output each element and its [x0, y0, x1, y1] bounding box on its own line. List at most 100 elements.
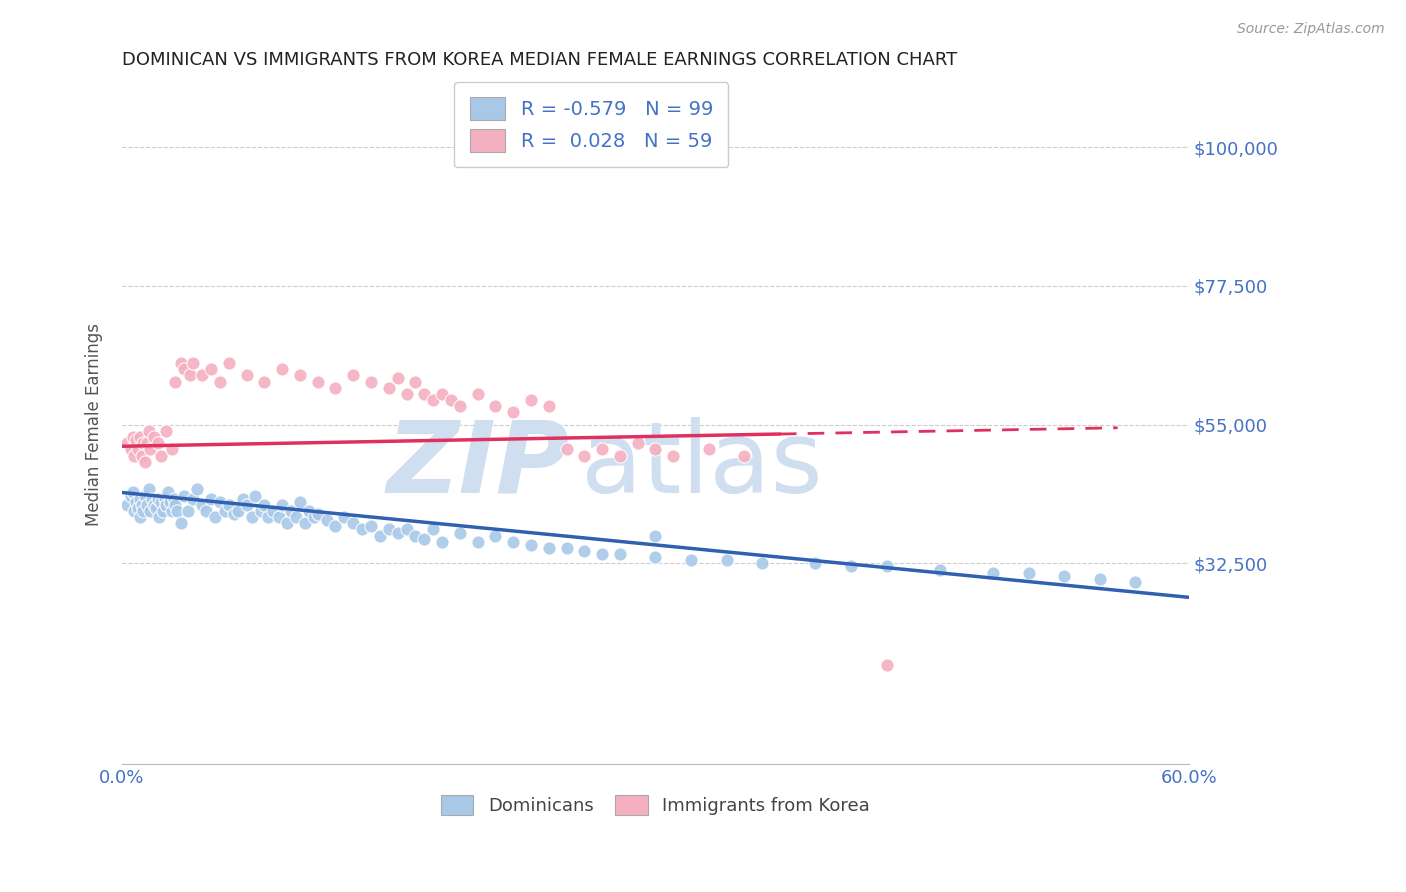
- Point: [200, 491, 222, 506]
- Point: [751, 557, 773, 571]
- Point: [368, 529, 391, 543]
- Point: [131, 498, 153, 512]
- Point: [131, 449, 153, 463]
- Point: [218, 356, 240, 370]
- Point: [170, 516, 193, 531]
- Point: [555, 541, 578, 555]
- Point: [413, 387, 436, 401]
- Point: [127, 500, 149, 515]
- Point: [160, 442, 183, 457]
- Point: [520, 538, 543, 552]
- Point: [377, 523, 399, 537]
- Point: [267, 510, 290, 524]
- Point: [502, 405, 524, 419]
- Point: [150, 449, 173, 463]
- Point: [134, 489, 156, 503]
- Point: [307, 507, 329, 521]
- Point: [256, 510, 278, 524]
- Point: [128, 430, 150, 444]
- Point: [627, 436, 650, 450]
- Point: [249, 504, 271, 518]
- Point: [145, 500, 167, 515]
- Point: [271, 362, 294, 376]
- Point: [155, 498, 177, 512]
- Point: [222, 507, 245, 521]
- Point: [150, 494, 173, 508]
- Point: [165, 375, 187, 389]
- Legend: Dominicans, Immigrants from Korea: Dominicans, Immigrants from Korea: [433, 788, 877, 822]
- Point: [467, 534, 489, 549]
- Point: [981, 566, 1004, 580]
- Point: [1018, 566, 1040, 580]
- Point: [177, 504, 200, 518]
- Point: [387, 525, 409, 540]
- Point: [315, 513, 337, 527]
- Point: [124, 504, 146, 518]
- Point: [138, 483, 160, 497]
- Point: [117, 498, 139, 512]
- Point: [574, 544, 596, 558]
- Point: [165, 498, 187, 512]
- Point: [208, 494, 231, 508]
- Point: [537, 399, 560, 413]
- Text: DOMINICAN VS IMMIGRANTS FROM KOREA MEDIAN FEMALE EARNINGS CORRELATION CHART: DOMINICAN VS IMMIGRANTS FROM KOREA MEDIA…: [122, 51, 957, 69]
- Point: [159, 494, 181, 508]
- Point: [430, 387, 453, 401]
- Point: [609, 449, 631, 463]
- Point: [644, 442, 666, 457]
- Point: [294, 516, 316, 531]
- Point: [307, 375, 329, 389]
- Point: [157, 485, 180, 500]
- Point: [422, 523, 444, 537]
- Point: [325, 519, 347, 533]
- Point: [208, 375, 231, 389]
- Point: [173, 362, 195, 376]
- Point: [1125, 574, 1147, 589]
- Point: [502, 534, 524, 549]
- Point: [377, 381, 399, 395]
- Point: [235, 368, 257, 383]
- Point: [288, 494, 311, 508]
- Point: [218, 498, 240, 512]
- Point: [245, 489, 267, 503]
- Point: [128, 510, 150, 524]
- Point: [1053, 568, 1076, 582]
- Point: [804, 557, 827, 571]
- Point: [240, 510, 263, 524]
- Point: [232, 491, 254, 506]
- Point: [186, 483, 208, 497]
- Point: [285, 510, 308, 524]
- Point: [152, 504, 174, 518]
- Point: [170, 356, 193, 370]
- Point: [162, 491, 184, 506]
- Point: [200, 362, 222, 376]
- Point: [395, 387, 418, 401]
- Point: [253, 375, 276, 389]
- Point: [136, 498, 159, 512]
- Point: [644, 550, 666, 565]
- Point: [204, 510, 226, 524]
- Point: [876, 559, 898, 574]
- Point: [191, 498, 214, 512]
- Point: [235, 498, 257, 512]
- Point: [134, 455, 156, 469]
- Point: [555, 442, 578, 457]
- Text: Source: ZipAtlas.com: Source: ZipAtlas.com: [1237, 22, 1385, 37]
- Point: [395, 523, 418, 537]
- Point: [127, 442, 149, 457]
- Point: [271, 498, 294, 512]
- Point: [191, 368, 214, 383]
- Point: [484, 529, 506, 543]
- Point: [276, 516, 298, 531]
- Point: [173, 489, 195, 503]
- Point: [120, 442, 142, 457]
- Point: [262, 504, 284, 518]
- Point: [148, 510, 170, 524]
- Point: [662, 449, 685, 463]
- Point: [644, 529, 666, 543]
- Point: [591, 547, 613, 561]
- Point: [404, 529, 426, 543]
- Point: [697, 442, 720, 457]
- Point: [121, 485, 143, 500]
- Point: [839, 559, 862, 574]
